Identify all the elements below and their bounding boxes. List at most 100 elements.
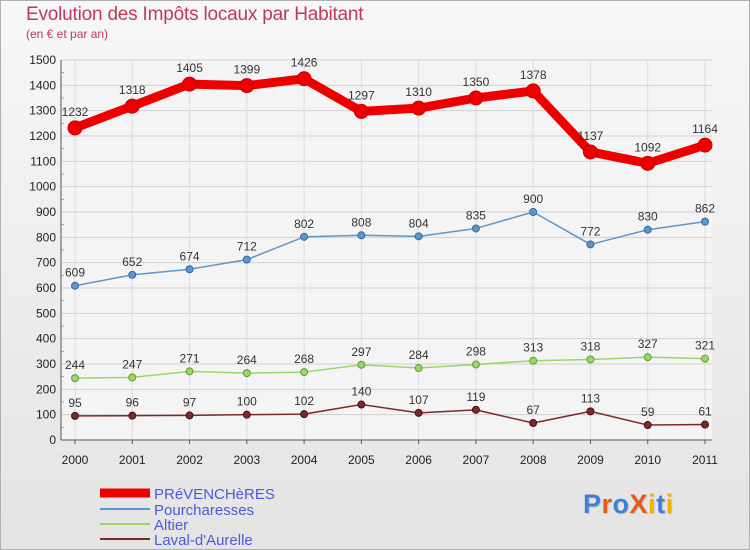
data-point	[185, 265, 194, 274]
data-point	[411, 100, 427, 116]
data-point	[71, 374, 79, 383]
data-label: 609	[65, 266, 85, 280]
y-tick-label: 1400	[29, 78, 56, 92]
data-point	[701, 354, 709, 363]
legend: PRéVENCHèRESPourcharessesAltierLaval-d'A…	[100, 486, 275, 549]
x-tick-label: 2007	[463, 453, 490, 467]
legend-label: Laval-d'Aurelle	[154, 532, 253, 549]
data-point	[67, 120, 83, 136]
data-label: 97	[183, 395, 197, 409]
data-label: 1164	[692, 122, 718, 136]
data-label: 802	[294, 217, 314, 231]
data-label: 321	[695, 339, 715, 353]
x-tick-label: 2008	[520, 453, 547, 467]
data-point	[242, 369, 251, 378]
y-tick-label: 500	[36, 306, 56, 320]
data-label: 297	[351, 345, 371, 359]
series-line-3	[74, 403, 706, 426]
data-point	[525, 83, 541, 99]
data-label: 119	[466, 390, 485, 404]
data-label: 1426	[291, 56, 318, 70]
series-line-2	[74, 356, 706, 379]
data-point	[643, 225, 652, 234]
data-label: 772	[580, 224, 600, 238]
data-point	[128, 270, 137, 279]
data-label: 1318	[119, 83, 146, 97]
data-label: 327	[638, 337, 658, 351]
data-point	[296, 71, 312, 87]
data-point	[643, 421, 652, 430]
data-point	[582, 144, 598, 160]
data-point	[529, 356, 538, 365]
data-label: 67	[527, 403, 541, 417]
data-point	[300, 410, 309, 419]
data-label: 808	[351, 215, 371, 229]
y-tick-label: 700	[36, 256, 56, 270]
y-tick-label: 300	[36, 357, 56, 371]
data-label: 107	[409, 393, 429, 407]
logo-letter: t	[656, 489, 666, 519]
x-tick-label: 2001	[119, 453, 146, 467]
data-label: 140	[351, 385, 371, 399]
logo-letter: X	[629, 489, 649, 519]
data-label: 298	[466, 345, 486, 359]
data-point	[643, 353, 652, 362]
axes: 0 100 200 300 400 500 600 700 800 900 1000 1100 1200…	[29, 53, 718, 467]
data-point	[471, 224, 480, 233]
data-label: 95	[68, 396, 82, 410]
data-label: 318	[580, 339, 600, 353]
y-tick-label: 1000	[29, 180, 56, 194]
data-label: 271	[180, 351, 200, 365]
data-point	[124, 98, 140, 114]
data-label: 830	[638, 210, 658, 224]
data-label: 900	[523, 192, 543, 206]
data-point	[468, 90, 484, 106]
data-label: 96	[126, 396, 140, 410]
y-tick-label: 1300	[29, 104, 56, 118]
x-tick-label: 2011	[692, 453, 718, 467]
data-point	[586, 355, 595, 364]
data-label: 102	[294, 394, 314, 408]
data-point	[357, 360, 366, 369]
x-tick-label: 2000	[62, 453, 89, 467]
x-tick-label: 2005	[348, 453, 375, 467]
data-point	[300, 232, 309, 241]
chart-title: Evolution des Impôts locaux par Habitant	[26, 4, 364, 25]
data-label: 674	[180, 249, 200, 263]
y-tick-label: 0	[49, 433, 56, 447]
data-label: 804	[409, 216, 429, 230]
data-label: 268	[294, 352, 314, 366]
data-point	[640, 155, 656, 171]
x-tick-label: 2003	[233, 453, 260, 467]
proxiti-logo: ProXiti	[583, 489, 674, 520]
x-tick-label: 2006	[405, 453, 432, 467]
data-label: 712	[237, 240, 257, 254]
data-label: 1297	[348, 88, 375, 102]
data-point	[242, 410, 251, 419]
data-label: 835	[466, 208, 486, 222]
data-label: 100	[237, 395, 257, 409]
data-label: 1310	[405, 85, 432, 99]
data-point	[697, 137, 713, 153]
y-tick-label: 800	[36, 230, 56, 244]
data-point	[242, 255, 251, 264]
data-point	[357, 400, 366, 409]
data-point	[182, 76, 198, 92]
data-label: 1232	[62, 105, 89, 119]
data-point	[128, 373, 137, 382]
data-labels: 95 96 97 100 102 140 107 119 67 113 59 61 244 247 271 2…	[62, 56, 719, 419]
data-point	[239, 78, 255, 94]
data-point	[71, 411, 79, 420]
data-label: 244	[65, 358, 85, 372]
y-tick-label: 1500	[29, 53, 56, 67]
y-tick-label: 200	[36, 382, 56, 396]
data-point	[71, 281, 79, 290]
data-label: 247	[122, 357, 142, 371]
x-tick-label: 2010	[634, 453, 661, 467]
y-tick-label: 1200	[29, 129, 56, 143]
y-tick-label: 100	[36, 408, 56, 422]
data-point	[586, 240, 595, 249]
data-point	[529, 419, 538, 428]
data-point	[185, 367, 194, 376]
logo-letter: P	[583, 489, 602, 519]
